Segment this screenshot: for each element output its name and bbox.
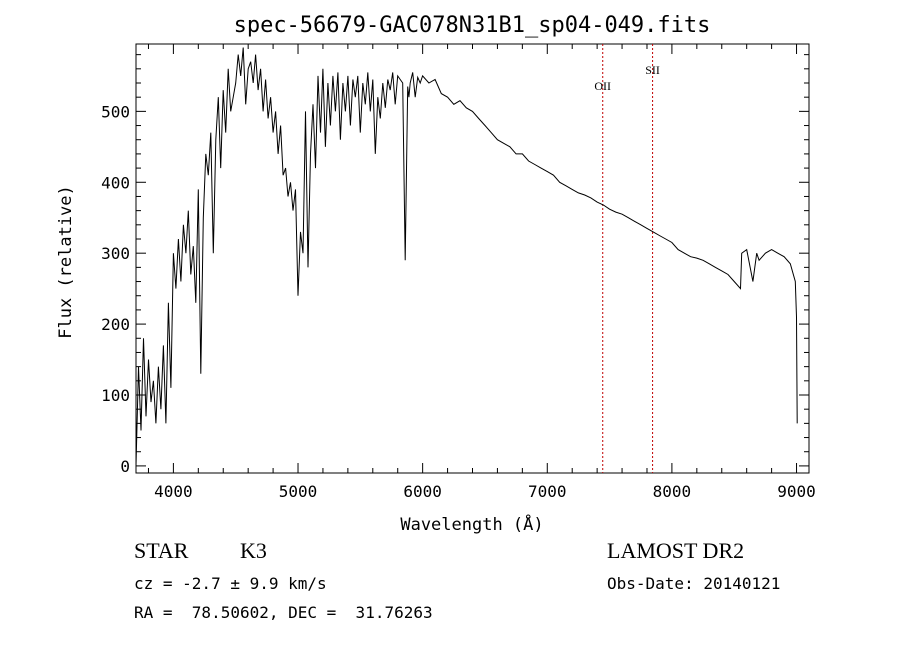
survey-name: LAMOST DR2 xyxy=(607,538,745,563)
x-axis-label: Wavelength (Å) xyxy=(400,513,543,535)
plot-area: 4000 5000 6000 7000 8000 9000 0 100 200 300 400 500… xyxy=(101,43,816,501)
y-tick-label: 500 xyxy=(101,102,130,121)
y-tick-label: 0 xyxy=(120,457,130,476)
y-tick-label: 400 xyxy=(101,173,130,192)
x-tick-label: 4000 xyxy=(154,482,193,501)
x-tick-label: 7000 xyxy=(528,482,567,501)
y-axis-label: Flux (relative) xyxy=(56,185,76,339)
x-tick-label: 8000 xyxy=(653,482,692,501)
y-tick-label: 200 xyxy=(101,315,130,334)
velocity-readout: cz = -2.7 ± 9.9 km/s xyxy=(134,574,327,593)
x-tick-label: 9000 xyxy=(777,482,816,501)
object-type: STAR xyxy=(134,538,189,563)
coordinates: RA = 78.50602, DEC = 31.76263 xyxy=(134,603,433,622)
chart-title: spec-56679-GAC078N31B1_sp04-049.fits xyxy=(234,13,711,38)
y-tick-label: 100 xyxy=(101,386,130,405)
line-marker-label: SII xyxy=(645,63,660,77)
spectrum-line xyxy=(135,47,798,466)
line-marker-label: OII xyxy=(594,79,611,93)
object-subclass: K3 xyxy=(240,538,267,563)
y-tick-label: 300 xyxy=(101,244,130,263)
x-tick-label: 5000 xyxy=(279,482,318,501)
plot-frame xyxy=(135,43,810,474)
obs-date: Obs-Date: 20140121 xyxy=(607,574,781,593)
x-tick-label: 6000 xyxy=(403,482,442,501)
